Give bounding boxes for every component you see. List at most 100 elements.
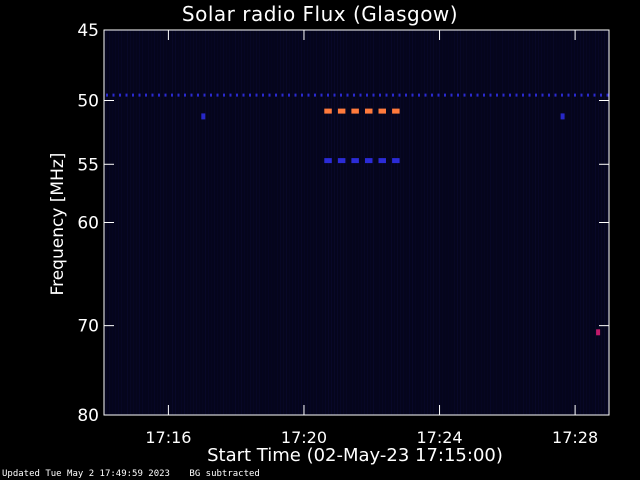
interference-mark <box>431 93 433 97</box>
noise-stripe <box>319 30 320 415</box>
noise-stripe <box>562 30 563 415</box>
noise-stripe <box>421 30 422 415</box>
noise-stripe <box>316 30 317 415</box>
noise-stripe <box>184 30 185 415</box>
noise-stripe <box>265 30 266 415</box>
noise-stripe <box>352 30 353 415</box>
burst-segment <box>324 108 332 114</box>
noise-stripe <box>451 30 452 415</box>
interference-mark <box>249 93 251 97</box>
x-tick-label: 17:24 <box>416 428 462 447</box>
noise-stripe <box>460 30 461 415</box>
noise-stripe <box>433 30 434 415</box>
noise-stripe <box>142 30 143 415</box>
noise-stripe <box>124 30 125 415</box>
noise-stripe <box>559 30 560 415</box>
noise-stripe <box>415 30 416 415</box>
noise-stripe <box>457 30 458 415</box>
noise-stripe <box>226 30 227 415</box>
noise-stripe <box>367 30 368 415</box>
plot-background <box>104 30 609 415</box>
noise-stripe <box>436 30 437 415</box>
y-tick-label: 45 <box>77 21 99 41</box>
noise-stripe <box>301 30 302 415</box>
noise-stripe <box>133 30 134 415</box>
noise-stripe <box>445 30 446 415</box>
noise-stripe <box>388 30 389 415</box>
y-axis-label: Frequency [MHz] <box>48 152 68 296</box>
interference-mark <box>437 93 440 97</box>
interference-mark <box>398 93 401 97</box>
burst-segment <box>365 108 373 114</box>
noise-stripe <box>289 30 290 415</box>
noise-stripe <box>256 30 257 415</box>
interference-mark <box>444 93 446 97</box>
interference-mark <box>164 93 167 97</box>
noise-stripe <box>148 30 149 415</box>
noise-stripe <box>496 30 497 415</box>
background-note: BG subtracted <box>189 469 260 479</box>
emission-spot <box>560 113 565 120</box>
noise-stripe <box>544 30 545 415</box>
interference-mark <box>567 93 570 97</box>
interference-mark <box>593 93 596 97</box>
noise-stripe <box>244 30 245 415</box>
noise-stripe <box>364 30 365 415</box>
interference-mark <box>125 93 128 97</box>
noise-stripe <box>586 30 587 415</box>
noise-stripe <box>328 30 329 415</box>
noise-stripe <box>241 30 242 415</box>
burst-segment <box>365 158 373 164</box>
noise-stripe <box>121 30 122 415</box>
noise-stripe <box>181 30 182 415</box>
noise-stripe <box>403 30 404 415</box>
interference-mark <box>171 93 173 97</box>
noise-stripe <box>565 30 566 415</box>
noise-stripe <box>274 30 275 415</box>
noise-stripe <box>493 30 494 415</box>
noise-stripe <box>406 30 407 415</box>
noise-stripe <box>517 30 518 415</box>
noise-stripe <box>217 30 218 415</box>
interference-mark <box>236 93 238 97</box>
noise-stripe <box>574 30 575 415</box>
interference-mark <box>197 93 199 97</box>
interference-mark <box>151 93 154 97</box>
noise-stripe <box>577 30 578 415</box>
interference-mark <box>548 93 550 97</box>
interference-mark <box>138 93 141 97</box>
interference-mark <box>119 93 121 97</box>
noise-stripe <box>568 30 569 415</box>
interference-mark <box>515 93 518 97</box>
interference-mark <box>470 93 472 97</box>
noise-stripe <box>223 30 224 415</box>
emission-spot <box>201 113 206 120</box>
noise-stripe <box>484 30 485 415</box>
noise-stripe <box>430 30 431 415</box>
update-timestamp: Updated Tue May 2 17:49:59 2023 <box>2 469 170 479</box>
burst-segment <box>378 108 386 114</box>
noise-stripe <box>298 30 299 415</box>
noise-stripe <box>523 30 524 415</box>
noise-stripe <box>139 30 140 415</box>
noise-stripe <box>499 30 500 415</box>
interference-mark <box>424 93 427 97</box>
burst-segment <box>378 158 386 164</box>
interference-mark <box>210 93 212 97</box>
noise-stripe <box>187 30 188 415</box>
noise-stripe <box>412 30 413 415</box>
noise-stripe <box>334 30 335 415</box>
interference-mark <box>379 93 381 97</box>
interference-mark <box>509 93 511 97</box>
noise-stripe <box>331 30 332 415</box>
burst-segment <box>392 158 400 164</box>
burst-segment <box>337 158 346 164</box>
interference-mark <box>262 93 264 97</box>
noise-stripe <box>466 30 467 415</box>
interference-mark <box>476 93 479 97</box>
noise-stripe <box>382 30 383 415</box>
noise-stripe <box>358 30 359 415</box>
noise-stripe <box>376 30 377 415</box>
noise-stripe <box>340 30 341 415</box>
interference-mark <box>255 93 258 97</box>
